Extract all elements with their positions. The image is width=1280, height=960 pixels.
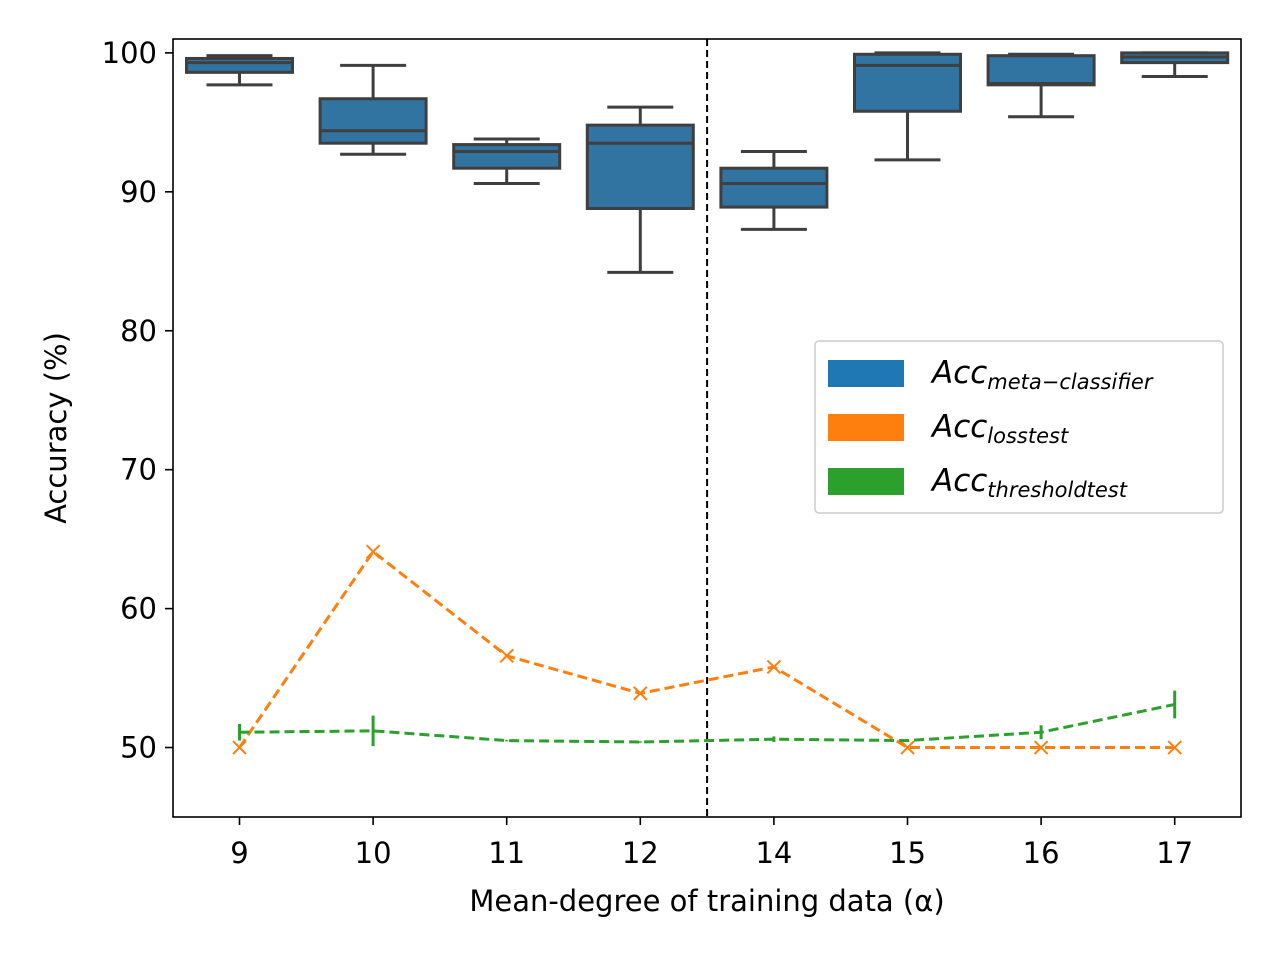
- y-tick-label: 60: [120, 592, 157, 626]
- y-tick-label: 80: [120, 314, 157, 348]
- box-9: [185, 54, 294, 87]
- legend-swatch: [828, 360, 904, 387]
- box-14: [719, 150, 829, 231]
- series-line: [238, 549, 1175, 750]
- legend-item: Accmeta−classifier: [828, 355, 1154, 394]
- legend-frame: [814, 340, 1224, 514]
- legend-swatch: [828, 468, 904, 495]
- point-marker: [499, 648, 514, 664]
- point-marker: [1033, 740, 1049, 755]
- box-body: [185, 56, 294, 74]
- point-marker: [633, 686, 648, 701]
- box-body: [853, 52, 962, 113]
- y-ticks: 50 60 70 80 90 100: [102, 36, 173, 765]
- point-marker: [232, 740, 247, 755]
- x-tick-label: 12: [622, 836, 659, 870]
- y-axis-label: Accuracy (%): [39, 332, 73, 524]
- series-line: [239, 702, 1176, 744]
- box-body: [452, 143, 562, 170]
- point-marker: [365, 544, 381, 559]
- y-tick-label: 50: [120, 731, 157, 765]
- legend-swatch: [828, 414, 904, 441]
- x-tick-label: 11: [488, 836, 525, 870]
- box-body: [986, 54, 1096, 87]
- series-Acc_losstest: [232, 544, 1182, 755]
- point-marker: [900, 740, 915, 755]
- legend-item: Accthresholdtest: [828, 463, 1128, 502]
- plot-frame: [172, 38, 1242, 818]
- legend: Accmeta−classifier Acclosstest Accthreshol…: [814, 340, 1224, 514]
- box-10: [318, 63, 428, 156]
- y-tick-label: 100: [102, 36, 157, 70]
- box-17: [1120, 51, 1230, 79]
- x-tick-label: 14: [755, 836, 792, 870]
- legend-items: Accmeta−classifier Acclosstest Accthreshol…: [828, 355, 1154, 502]
- box-body: [585, 123, 695, 210]
- point-marker: [766, 659, 782, 675]
- box-12: [585, 105, 695, 274]
- x-ticks: 9 10 11 12 14 15 16 17: [230, 817, 1193, 870]
- box-15: [853, 51, 962, 162]
- point-marker: [1167, 740, 1182, 755]
- x-axis-label: Mean-degree of training data (α): [469, 884, 944, 918]
- series-Acc_thresholdtest: [238, 690, 1177, 747]
- x-tick-label: 15: [889, 836, 926, 870]
- y-tick-label: 90: [120, 175, 157, 209]
- legend-item: Acclosstest: [828, 409, 1069, 448]
- box-16: [986, 52, 1096, 119]
- x-tick-label: 16: [1023, 836, 1060, 870]
- x-tick-label: 10: [355, 836, 392, 870]
- legend-label: Accthresholdtest: [930, 463, 1128, 502]
- box-11: [452, 137, 562, 185]
- x-tick-label: 9: [230, 836, 248, 870]
- lines-layer: [232, 544, 1182, 755]
- boxes-layer: [185, 51, 1230, 274]
- x-tick-label: 17: [1156, 836, 1193, 870]
- box-body: [719, 166, 829, 209]
- y-tick-label: 70: [120, 453, 157, 487]
- legend-label: Accmeta−classifier: [930, 355, 1154, 394]
- legend-label: Acclosstest: [930, 409, 1069, 448]
- box-body: [318, 97, 428, 145]
